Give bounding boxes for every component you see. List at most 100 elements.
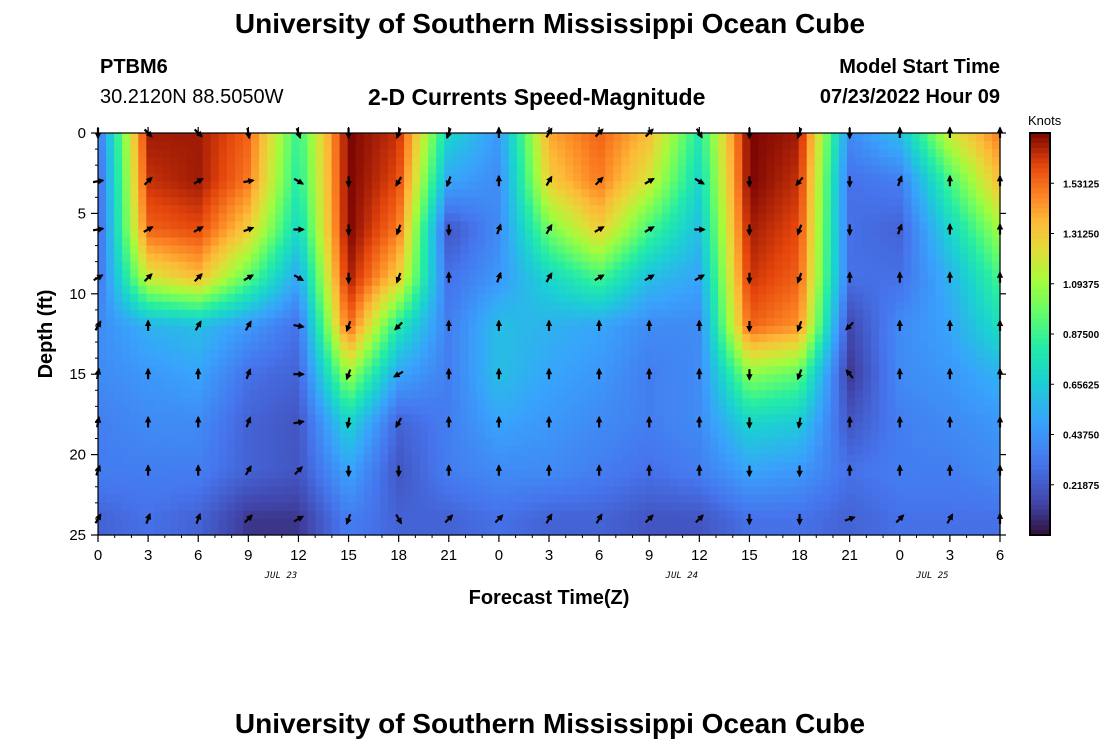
heatmap-cell	[814, 197, 824, 206]
heatmap-cell	[428, 366, 437, 375]
heatmap-cell	[991, 334, 1001, 343]
heatmap-cell	[734, 165, 743, 174]
heatmap-cell	[170, 285, 180, 295]
heatmap-cell	[991, 366, 1001, 375]
heatmap-cell	[822, 398, 832, 407]
heatmap-cell	[959, 438, 969, 448]
heatmap-cell	[194, 478, 204, 488]
heatmap-cell	[379, 309, 389, 319]
heatmap-cell	[959, 358, 969, 367]
heatmap-cell	[508, 301, 518, 311]
heatmap-cell	[259, 382, 268, 391]
heatmap-cell	[782, 237, 792, 247]
heatmap-cell	[935, 325, 945, 335]
heatmap-cell	[315, 398, 325, 407]
heatmap-cell	[532, 277, 542, 287]
heatmap-cell	[718, 478, 727, 488]
heatmap-cell	[452, 470, 462, 480]
heatmap-cell	[903, 237, 913, 247]
heatmap-cell	[871, 133, 880, 142]
heatmap-cell	[903, 277, 913, 287]
heatmap-cell	[573, 229, 582, 239]
heatmap-cell	[549, 430, 558, 440]
heatmap-cell	[863, 301, 872, 311]
heatmap-cell	[516, 486, 526, 496]
heatmap-cell	[613, 382, 623, 391]
heatmap-cell	[516, 245, 526, 255]
heatmap-cell	[927, 462, 937, 472]
heatmap-cell	[315, 414, 325, 424]
heatmap-cell	[734, 358, 743, 367]
heatmap-cell	[975, 165, 985, 174]
heatmap-cell	[846, 358, 856, 367]
heatmap-cell	[339, 390, 349, 399]
heatmap-cell	[428, 382, 437, 391]
heatmap-cell	[267, 438, 276, 448]
heatmap-cell	[540, 293, 550, 303]
heatmap-cell	[798, 350, 808, 359]
heatmap-cell	[162, 133, 172, 142]
heatmap-cell	[162, 205, 172, 214]
heatmap-cell	[677, 406, 687, 415]
heatmap-cell	[130, 141, 139, 150]
heatmap-cell	[178, 374, 188, 383]
heatmap-cell	[146, 390, 155, 399]
heatmap-cell	[758, 261, 768, 271]
heatmap-cell	[637, 189, 647, 198]
heatmap-cell	[363, 317, 373, 327]
heatmap-cell	[718, 358, 727, 367]
heatmap-cell	[830, 430, 840, 440]
heatmap-cell	[508, 261, 518, 271]
heatmap-cell	[476, 245, 486, 255]
heatmap-cell	[597, 478, 606, 488]
heatmap-cell	[540, 285, 550, 295]
heatmap-cell	[202, 446, 212, 456]
heatmap-cell	[629, 205, 639, 214]
heatmap-cell	[838, 237, 848, 247]
heatmap-cell	[444, 301, 453, 311]
heatmap-cell	[154, 430, 164, 440]
heatmap-cell	[589, 334, 598, 343]
heatmap-cell	[943, 358, 953, 367]
heatmap-cell	[782, 462, 792, 472]
heatmap-cell	[114, 478, 123, 488]
heatmap-cell	[927, 261, 937, 271]
heatmap-cell	[508, 229, 518, 239]
heatmap-cell	[267, 253, 276, 263]
heatmap-cell	[363, 189, 373, 198]
heatmap-cell	[589, 173, 598, 182]
heatmap-cell	[428, 350, 437, 359]
heatmap-cell	[339, 317, 349, 327]
heatmap-cell	[460, 366, 470, 375]
heatmap-cell	[267, 229, 276, 239]
heatmap-cell	[194, 406, 204, 415]
heatmap-cell	[685, 213, 695, 223]
heatmap-cell	[782, 189, 792, 198]
heatmap-cell	[830, 245, 840, 255]
heatmap-cell	[702, 470, 711, 480]
heatmap-cell	[693, 141, 703, 150]
heatmap-cell	[718, 406, 727, 415]
heatmap-cell	[774, 173, 784, 182]
heatmap-cell	[371, 382, 381, 391]
heatmap-cell	[927, 422, 937, 432]
heatmap-cell	[259, 398, 268, 407]
heatmap-cell	[750, 374, 759, 383]
heatmap-cell	[750, 141, 759, 150]
heatmap-cell	[895, 446, 904, 456]
heatmap-cell	[565, 149, 574, 158]
heatmap-cell	[573, 438, 582, 448]
heatmap-cell	[806, 462, 816, 472]
heatmap-cell	[122, 406, 131, 415]
heatmap-cell	[573, 149, 582, 158]
heatmap-cell	[702, 277, 711, 287]
heatmap-cell	[114, 261, 123, 271]
heatmap-cell	[645, 454, 655, 464]
heatmap-cell	[242, 181, 252, 190]
heatmap-cell	[685, 277, 695, 287]
heatmap-cell	[887, 430, 896, 440]
heatmap-cell	[395, 301, 405, 311]
heatmap-cell	[339, 173, 349, 182]
heatmap-cell	[557, 342, 566, 351]
heatmap-cell	[275, 165, 284, 174]
